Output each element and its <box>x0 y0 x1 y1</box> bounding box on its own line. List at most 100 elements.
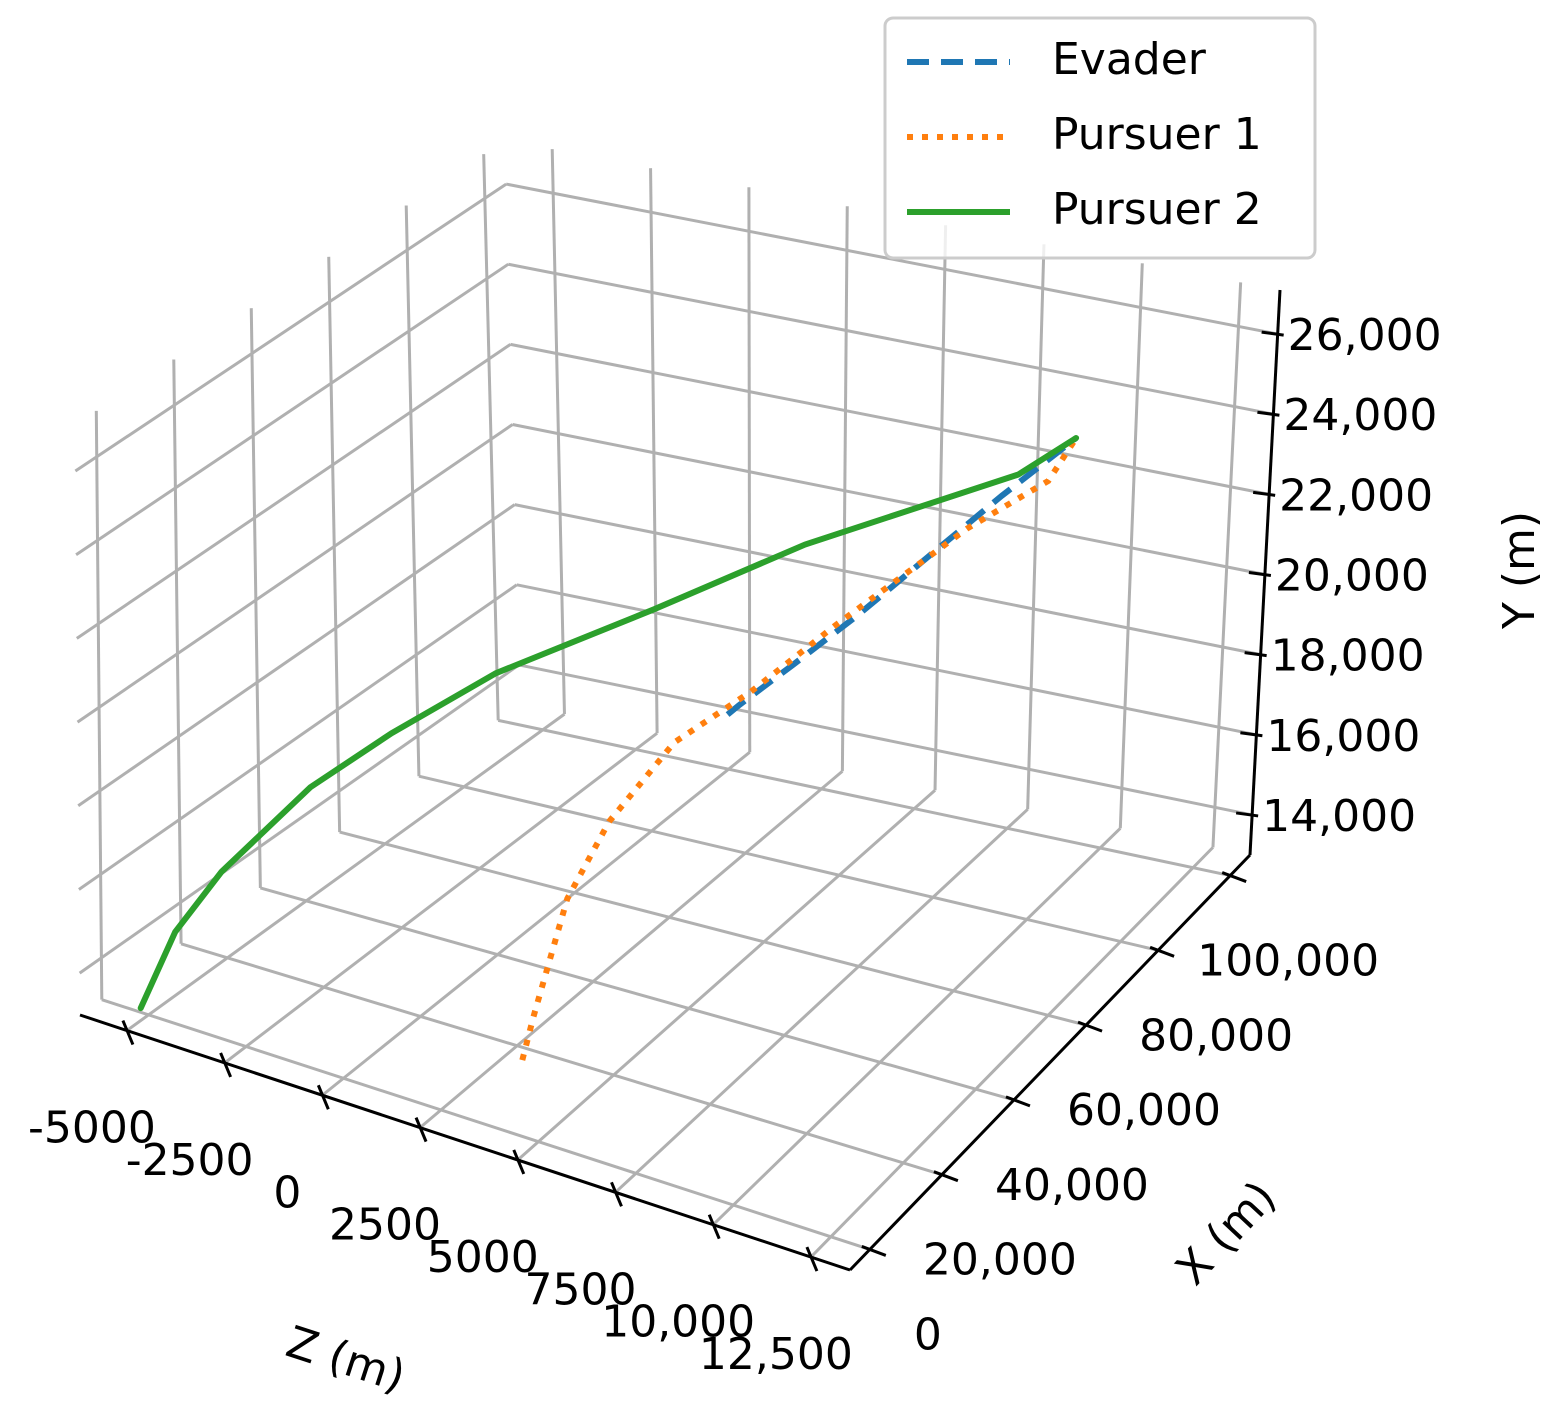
y-tick <box>1257 410 1280 417</box>
z-tick-label: 5000 <box>427 1232 539 1283</box>
z-tick <box>610 1181 623 1207</box>
y-tick-label: 26,000 <box>1288 310 1442 361</box>
z-axis-label: Z (m) <box>280 1317 411 1403</box>
grid-line <box>321 751 751 1097</box>
z-tick <box>512 1149 526 1175</box>
grid-line <box>809 846 1215 1259</box>
x-tick-label: 40,000 <box>995 1160 1149 1211</box>
grid-line <box>94 410 104 1000</box>
grid-line <box>614 808 1029 1194</box>
x-axis-label: X (m) <box>1166 1172 1286 1296</box>
grid-line <box>516 583 1257 737</box>
grid-line <box>404 205 421 777</box>
grid-line <box>1118 263 1144 829</box>
grid-line <box>327 256 342 833</box>
x-tick-label: 0 <box>914 1309 942 1360</box>
y-tick-label: 14,000 <box>1262 791 1416 842</box>
grid-line <box>339 830 1087 1027</box>
x-tick-label: 60,000 <box>1067 1085 1221 1136</box>
plot-area <box>137 435 1080 1061</box>
x-tick <box>1005 1095 1031 1108</box>
z-tick-label: 10,000 <box>601 1297 755 1348</box>
y-tick-label: 24,000 <box>1283 390 1437 441</box>
grid-line <box>518 663 1253 817</box>
y-tick <box>1252 490 1276 497</box>
grid-line <box>75 262 510 556</box>
legend: Evader Pursuer 1 Pursuer 2 <box>883 16 1317 260</box>
grid-line <box>77 503 516 808</box>
z-tick <box>707 1214 721 1240</box>
x-tick <box>1077 1020 1103 1033</box>
grid-line <box>649 168 659 734</box>
x-tick <box>1149 945 1175 958</box>
grid-line <box>514 503 1261 657</box>
grid-line <box>550 149 566 715</box>
y-tick <box>1261 330 1284 337</box>
z-axis-line <box>79 1013 851 1272</box>
z-tick <box>219 1052 233 1078</box>
grid-line <box>510 342 1270 496</box>
legend-box <box>883 16 1317 260</box>
grid <box>74 149 1278 1259</box>
x-tick <box>933 1170 959 1183</box>
legend-label: Pursuer 2 <box>1052 184 1262 235</box>
x-tick-label: 100,000 <box>1197 936 1379 987</box>
grid-line <box>418 774 1159 952</box>
x-tick <box>861 1245 887 1257</box>
x-tick-label: 20,000 <box>923 1235 1077 1286</box>
legend-label: Evader <box>1052 34 1207 85</box>
y-tick <box>1240 731 1263 738</box>
grid-line <box>419 770 844 1129</box>
grid-line <box>249 308 262 888</box>
grid-line <box>508 262 1274 416</box>
grid-line <box>933 225 948 791</box>
grid-line <box>78 663 520 975</box>
z-tick <box>414 1117 428 1143</box>
y-axis-label: Y (m) <box>1494 511 1545 630</box>
grid-line <box>747 187 752 753</box>
z-tick <box>121 1019 135 1046</box>
trajectory <box>519 436 1079 1061</box>
grid-line <box>259 886 1015 1102</box>
grid-line <box>223 731 659 1065</box>
trajectory <box>725 435 1078 717</box>
grid-line <box>78 583 518 891</box>
x-axis-line <box>848 853 1252 1272</box>
trajectory <box>137 435 1080 1012</box>
grid-line <box>840 206 849 772</box>
grid-line <box>172 359 183 944</box>
grid-line <box>1211 282 1243 848</box>
legend-label: Pursuer 1 <box>1052 109 1262 160</box>
grid-line <box>1026 244 1046 810</box>
y-tick-label: 20,000 <box>1275 551 1429 602</box>
grid-line <box>512 423 1266 576</box>
z-tick <box>805 1246 819 1272</box>
grid-line <box>76 423 514 724</box>
z-tick-label: 0 <box>273 1167 301 1218</box>
grid-line <box>74 182 508 473</box>
z-tick-label: 12,500 <box>699 1329 853 1380</box>
y-tick <box>1248 571 1272 577</box>
y-tick <box>1244 651 1267 658</box>
grid-line <box>180 942 943 1177</box>
grid-line <box>516 789 937 1162</box>
y-tick-label: 18,000 <box>1271 631 1425 682</box>
grid-line <box>497 718 1231 878</box>
z-tick-label: 7500 <box>524 1264 636 1315</box>
x-tick-label: 80,000 <box>1139 1010 1293 1061</box>
z-tick-label: -2500 <box>126 1135 254 1186</box>
grid-line <box>482 154 500 721</box>
y-tick-label: 22,000 <box>1279 470 1433 521</box>
x-tick <box>1221 871 1247 883</box>
grid-line <box>101 998 871 1251</box>
grid-line <box>75 343 512 640</box>
grid-line <box>126 712 566 1032</box>
y-tick <box>1235 811 1259 818</box>
grid-line <box>712 827 1122 1226</box>
z-tick-label: -5000 <box>28 1103 156 1154</box>
y-tick-label: 16,000 <box>1266 711 1420 762</box>
y-axis-line <box>1248 289 1282 856</box>
